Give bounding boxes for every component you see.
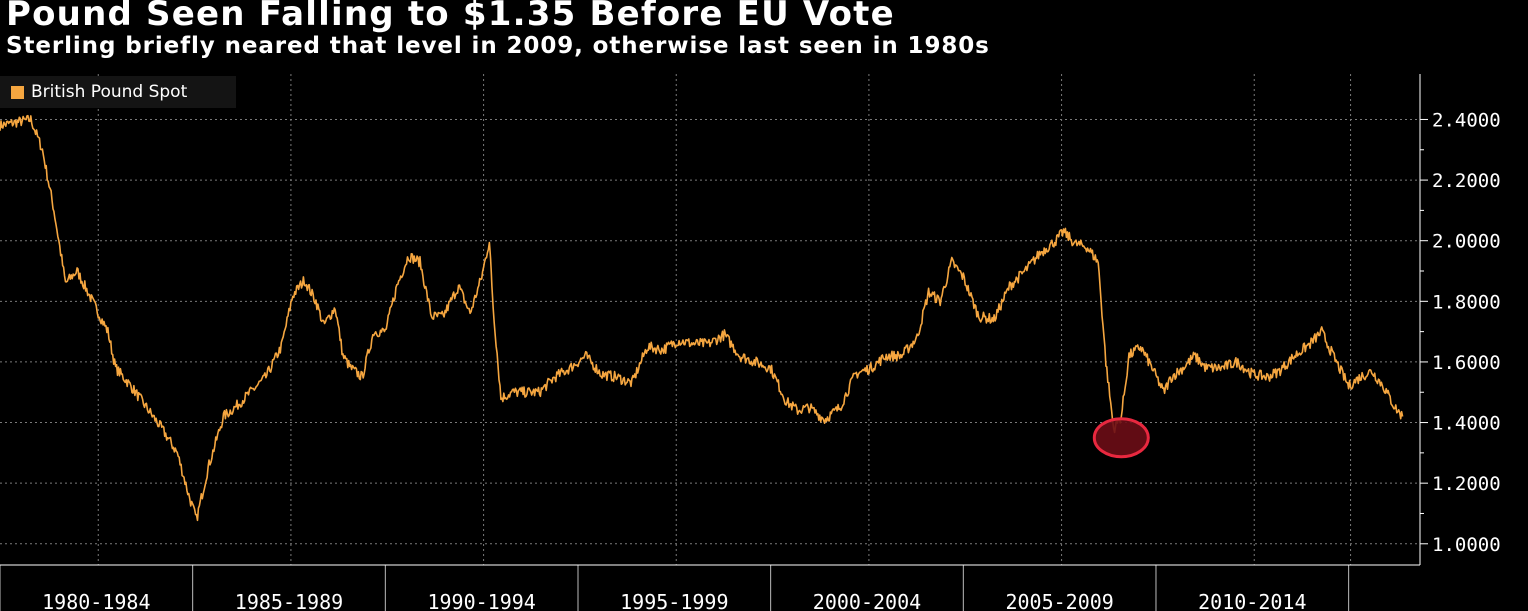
x-tick-label: 2000-2004 (813, 590, 921, 611)
y-tick-label: 2.4000 (1432, 109, 1501, 131)
x-tick-label: 1985-1989 (235, 590, 343, 611)
annotation-layer (1092, 417, 1150, 459)
y-tick-label: 1.0000 (1432, 534, 1501, 556)
legend-swatch (11, 85, 24, 99)
x-tick-label: 1995-1999 (620, 590, 728, 611)
annotation-circle (1092, 417, 1150, 459)
chart-subtitle: Sterling briefly neared that level in 20… (6, 33, 990, 59)
legend: British Pound Spot (0, 76, 236, 108)
x-tick-label: 1980-1984 (42, 590, 150, 611)
series-layer (0, 114, 1404, 522)
y-tick-label: 1.8000 (1432, 291, 1501, 313)
x-tick-label: 2010-2014 (1198, 590, 1306, 611)
y-tick-label: 1.6000 (1432, 352, 1501, 374)
y-tick-label: 2.2000 (1432, 170, 1501, 192)
y-tick-label: 1.2000 (1432, 473, 1501, 495)
series-line-british-pound-spot (0, 114, 1404, 522)
chart-title: Pound Seen Falling to $1.35 Before EU Vo… (6, 0, 895, 34)
axes (0, 74, 1428, 611)
grid-lines (0, 74, 1418, 565)
x-tick-label: 1990-1994 (427, 590, 535, 611)
x-tick-label: 2005-2009 (1005, 590, 1113, 611)
legend-label: British Pound Spot (31, 82, 188, 102)
y-tick-label: 1.4000 (1432, 413, 1501, 435)
tick-labels: 2.4000 2.2000 2.0000 1.8000 1.6000 1.4000 1.20… (42, 109, 1500, 611)
y-tick-label: 2.0000 (1432, 231, 1501, 253)
